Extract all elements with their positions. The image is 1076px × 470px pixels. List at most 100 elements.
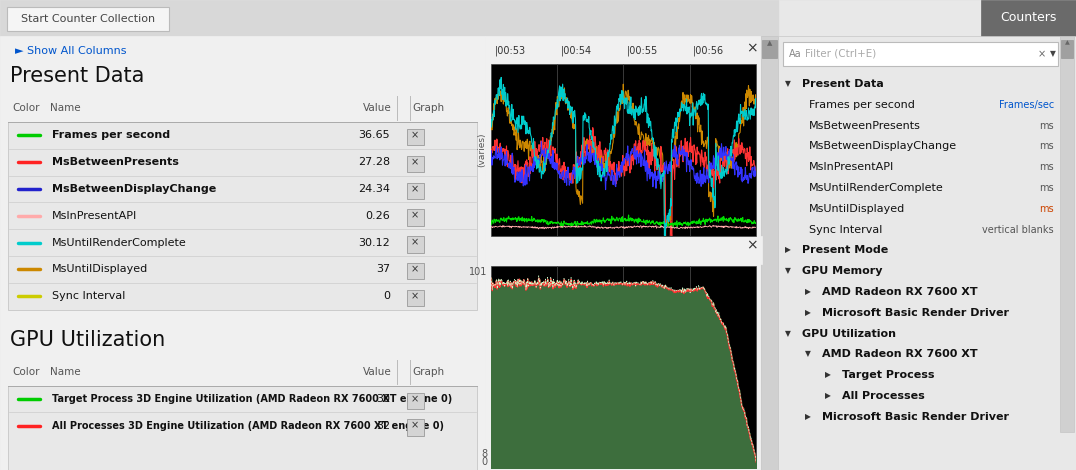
Text: All Processes: All Processes: [843, 391, 924, 401]
Text: Sync Interval: Sync Interval: [809, 225, 882, 235]
Text: MsBetweenDisplayChange: MsBetweenDisplayChange: [52, 184, 216, 194]
Text: |00:53: |00:53: [495, 46, 526, 56]
Text: MsInPresentAPI: MsInPresentAPI: [809, 162, 894, 172]
Text: 8: 8: [481, 449, 487, 459]
Text: 0: 0: [383, 291, 390, 301]
Text: Name: Name: [49, 103, 81, 113]
Bar: [407, 263, 424, 279]
Text: ms: ms: [1039, 141, 1054, 151]
Bar: [8, 385, 477, 470]
Text: Filter (Ctrl+E): Filter (Ctrl+E): [805, 49, 876, 59]
Text: ms: ms: [1039, 183, 1054, 193]
Bar: [407, 290, 424, 306]
Text: |00:55: |00:55: [626, 46, 657, 56]
Bar: [407, 419, 424, 436]
Bar: [407, 156, 424, 172]
Text: ▼: ▼: [805, 349, 811, 359]
Bar: [491, 64, 756, 236]
Bar: [0, 0, 1076, 36]
Text: ▶: ▶: [785, 245, 791, 254]
Text: Counters: Counters: [1001, 11, 1057, 24]
Text: GPU Memory: GPU Memory: [802, 266, 882, 276]
Bar: [783, 42, 1058, 66]
Text: 30: 30: [376, 394, 390, 404]
Text: Microsoft Basic Render Driver: Microsoft Basic Render Driver: [822, 412, 1009, 422]
Text: ► Show All Columns: ► Show All Columns: [15, 46, 127, 56]
Text: 36.65: 36.65: [358, 130, 390, 141]
Text: ▶: ▶: [825, 391, 831, 400]
Bar: [0, 36, 485, 470]
Text: ▲: ▲: [767, 40, 773, 46]
Text: ▶: ▶: [825, 370, 831, 379]
Text: ms: ms: [1039, 162, 1054, 172]
Bar: [485, 36, 760, 470]
Text: ×: ×: [411, 184, 420, 194]
Text: ×: ×: [746, 238, 758, 252]
Text: MsUntilDisplayed: MsUntilDisplayed: [52, 265, 148, 274]
Text: GPU Utilization: GPU Utilization: [802, 329, 896, 338]
Text: Color: Color: [12, 103, 40, 113]
Text: Name: Name: [49, 367, 81, 376]
Text: 37: 37: [376, 265, 390, 274]
Bar: [407, 182, 424, 199]
Bar: [407, 392, 424, 409]
Text: vertical blanks: vertical blanks: [982, 225, 1054, 235]
Text: ×: ×: [411, 421, 420, 431]
Text: |00:54: |00:54: [561, 46, 592, 56]
Bar: [761, 36, 778, 470]
Bar: [407, 236, 424, 252]
Text: ▶: ▶: [805, 287, 811, 296]
Text: MsUntilDisplayed: MsUntilDisplayed: [809, 204, 905, 214]
Bar: [981, 0, 1076, 36]
Text: Start Counter Collection: Start Counter Collection: [20, 14, 155, 24]
Text: ×: ×: [411, 157, 420, 167]
Text: Target Process: Target Process: [843, 370, 934, 380]
Text: ▼: ▼: [785, 266, 791, 275]
Bar: [407, 209, 424, 226]
Text: Color: Color: [12, 367, 40, 376]
Text: ×: ×: [746, 41, 758, 55]
Text: AMD Radeon RX 7600 XT: AMD Radeon RX 7600 XT: [822, 349, 978, 360]
Text: Graph: Graph: [412, 367, 444, 376]
Bar: [1061, 40, 1073, 58]
Text: 27.28: 27.28: [358, 157, 390, 167]
Text: MsBetweenDisplayChange: MsBetweenDisplayChange: [809, 141, 958, 151]
Text: ×: ×: [411, 211, 420, 221]
Text: Graph: Graph: [412, 103, 444, 113]
Text: ms: ms: [1039, 121, 1054, 131]
Text: Present Data: Present Data: [10, 66, 144, 86]
Text: AMD Radeon RX 7600 XT: AMD Radeon RX 7600 XT: [822, 287, 978, 297]
Text: ×: ×: [1038, 49, 1046, 59]
Text: Present Mode: Present Mode: [802, 245, 889, 255]
Text: |00:56: |00:56: [692, 46, 723, 56]
Text: Target Process 3D Engine Utilization (AMD Radeon RX 7600 XT engine 0): Target Process 3D Engine Utilization (AM…: [52, 394, 452, 404]
Bar: [491, 266, 756, 468]
Text: Frames per second: Frames per second: [809, 100, 915, 110]
Text: 24.34: 24.34: [358, 184, 390, 194]
Text: MsUntilRenderComplete: MsUntilRenderComplete: [809, 183, 944, 193]
Text: MsBetweenPresents: MsBetweenPresents: [809, 121, 921, 131]
Text: ×: ×: [411, 130, 420, 141]
Bar: [762, 40, 777, 58]
Text: ▼: ▼: [1050, 49, 1056, 58]
Text: Present Data: Present Data: [802, 79, 883, 89]
Text: ▼: ▼: [785, 329, 791, 337]
Text: ms: ms: [1039, 204, 1054, 214]
Text: ▶: ▶: [805, 308, 811, 317]
Text: Frames/sec: Frames/sec: [999, 100, 1054, 110]
Bar: [1060, 3, 1074, 432]
Bar: [779, 0, 1076, 470]
Text: All Processes 3D Engine Utilization (AMD Radeon RX 7600 XT engine 0): All Processes 3D Engine Utilization (AMD…: [52, 421, 444, 431]
Text: ×: ×: [411, 265, 420, 274]
Text: GPU Utilization: GPU Utilization: [10, 329, 166, 350]
Text: ▲: ▲: [1064, 40, 1070, 46]
Bar: [8, 7, 169, 31]
Text: Aa: Aa: [789, 49, 802, 59]
Text: Microsoft Basic Render Driver: Microsoft Basic Render Driver: [822, 308, 1009, 318]
Text: MsInPresentAPI: MsInPresentAPI: [52, 211, 138, 221]
Text: Value: Value: [364, 367, 392, 376]
Text: MsUntilRenderComplete: MsUntilRenderComplete: [52, 238, 187, 248]
Text: 0.26: 0.26: [365, 211, 390, 221]
Text: ▼: ▼: [785, 79, 791, 88]
Text: (varies): (varies): [477, 133, 486, 167]
